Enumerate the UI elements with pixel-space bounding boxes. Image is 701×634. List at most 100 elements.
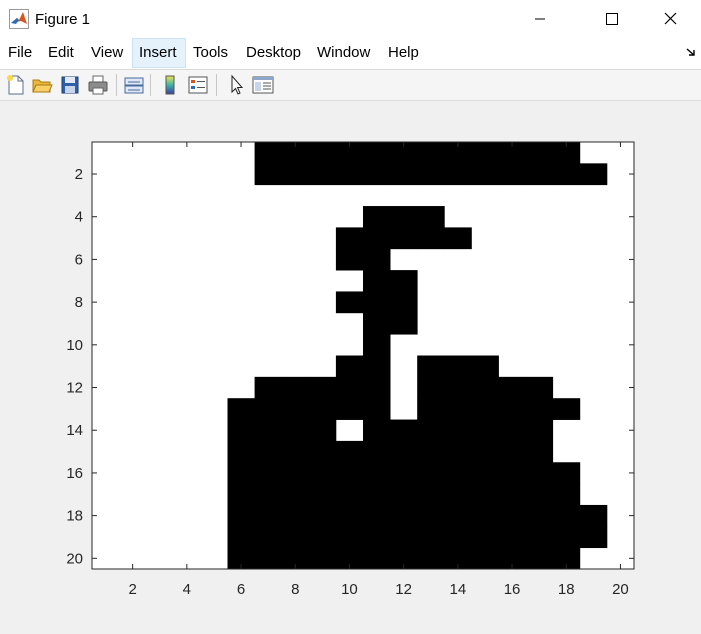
image-cell <box>525 398 554 420</box>
image-cell <box>471 526 499 549</box>
image-cell <box>281 376 310 399</box>
save-button[interactable] <box>58 73 82 97</box>
image-cell <box>579 163 608 186</box>
menu-help[interactable]: Help <box>388 44 419 61</box>
menu-view[interactable]: View <box>91 44 124 61</box>
image-cell <box>281 440 310 463</box>
toolbar-separator <box>150 74 151 96</box>
image-cell <box>498 440 526 463</box>
image-cell <box>417 163 445 186</box>
image-cell <box>390 163 418 186</box>
figure-toolbar <box>0 70 701 101</box>
image-cell <box>444 355 472 378</box>
image-cell <box>390 526 418 549</box>
image-cell <box>335 376 364 399</box>
image-cell <box>417 206 445 228</box>
image-cell <box>498 419 526 442</box>
image-cell <box>363 419 391 442</box>
image-cell <box>525 376 554 399</box>
y-tick-label: 6 <box>75 251 83 268</box>
pointer-button[interactable] <box>224 73 248 97</box>
image-cell <box>552 398 581 420</box>
image-cell <box>308 526 337 549</box>
image-cell <box>281 547 310 570</box>
y-tick-label: 2 <box>75 166 83 183</box>
image-cell <box>390 504 418 527</box>
image-cell <box>552 504 581 527</box>
image-cell <box>390 291 418 314</box>
axes[interactable]: 2 4 6 8 10 12 14 16 18 20 2 4 6 8 10 12 14 16 18 20 <box>0 101 701 629</box>
image-cell <box>579 526 608 549</box>
minimize-button[interactable] <box>517 0 563 38</box>
print-button[interactable] <box>86 73 110 97</box>
image-cell <box>227 398 255 420</box>
image-cell <box>498 163 526 186</box>
image-cell <box>281 419 310 442</box>
menu-edit[interactable]: Edit <box>48 44 74 61</box>
image-cell <box>281 504 310 527</box>
image-cell <box>498 398 526 420</box>
image-cell <box>335 526 364 549</box>
image-cell <box>335 398 364 420</box>
image-cell <box>335 355 364 378</box>
maximize-icon <box>606 13 618 25</box>
image-cell <box>525 142 554 164</box>
image-cell <box>417 398 445 420</box>
menu-desktop[interactable]: Desktop <box>246 44 302 61</box>
window-titlebar[interactable]: Figure 1 <box>0 0 701 38</box>
image-cell <box>471 142 499 164</box>
menu-window[interactable]: Window <box>317 44 371 61</box>
image-cell <box>498 547 526 570</box>
image-cell <box>444 398 472 420</box>
image-cell <box>254 163 283 186</box>
menu-insert[interactable]: Insert <box>132 38 186 68</box>
image-cell <box>308 440 337 463</box>
image-cell <box>227 483 255 506</box>
x-tick-label: 8 <box>291 581 299 598</box>
image-cell <box>281 526 310 549</box>
insert-colorbar-button[interactable] <box>158 73 182 97</box>
image-cell <box>308 376 337 399</box>
image-cell <box>390 270 418 292</box>
menu-tools[interactable]: Tools <box>193 44 229 61</box>
image-cell <box>417 504 445 527</box>
image-cell <box>444 504 472 527</box>
new-figure-button[interactable] <box>4 73 28 97</box>
image-cell <box>363 483 391 506</box>
new-figure-icon <box>7 75 24 95</box>
close-button[interactable] <box>648 0 694 38</box>
open-file-button[interactable] <box>30 73 54 97</box>
image-cell <box>390 312 418 335</box>
maximize-button[interactable] <box>589 0 635 38</box>
image-cell <box>444 419 472 442</box>
image-cell <box>444 462 472 484</box>
image-cell <box>308 163 337 186</box>
insert-colorbar-icon <box>165 75 175 95</box>
image-cell <box>444 227 472 250</box>
y-tick-label: 16 <box>66 465 83 482</box>
image-cell <box>471 440 499 463</box>
image-cell <box>363 526 391 549</box>
link-plot-button[interactable] <box>122 73 146 97</box>
insert-legend-button[interactable] <box>186 73 210 97</box>
menu-file[interactable]: File <box>8 44 33 61</box>
image-cell <box>525 440 554 463</box>
image-cell <box>525 504 554 527</box>
image-cell <box>335 440 364 463</box>
image-cell <box>525 526 554 549</box>
dock-arrow-icon[interactable] <box>685 46 697 58</box>
image-cell <box>254 483 283 506</box>
x-tick-label: 12 <box>395 581 412 598</box>
image-cell <box>308 547 337 570</box>
y-tick-label: 20 <box>66 550 83 567</box>
image-cell <box>471 163 499 186</box>
image-cell <box>281 483 310 506</box>
image-cell <box>498 376 526 399</box>
window-title: Figure 1 <box>35 11 91 28</box>
image-cell <box>363 163 391 186</box>
image-cell <box>227 504 255 527</box>
image-cell <box>471 504 499 527</box>
y-tick-label: 12 <box>66 380 83 397</box>
image-cell <box>308 419 337 442</box>
property-inspector-button[interactable] <box>251 73 275 97</box>
